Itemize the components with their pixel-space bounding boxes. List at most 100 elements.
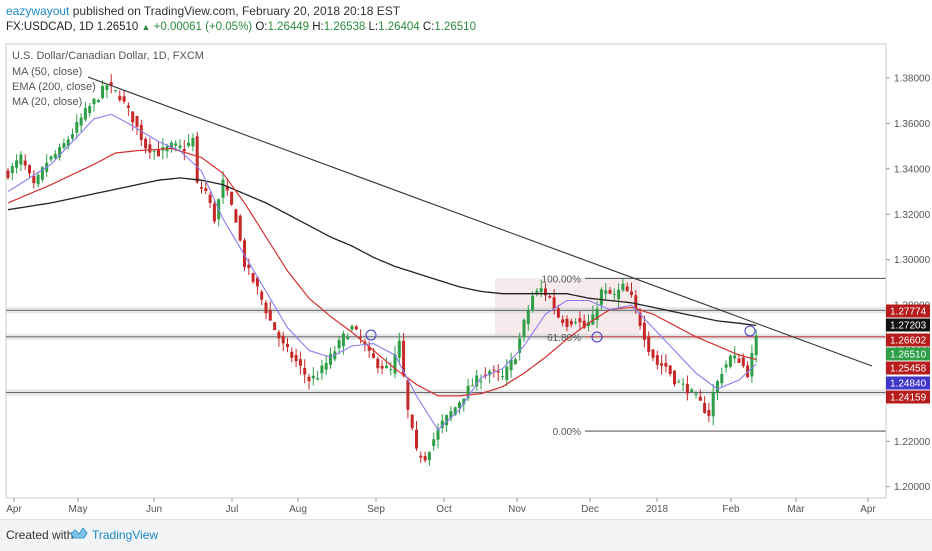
candle-body	[307, 376, 311, 382]
candle-body	[260, 291, 264, 300]
touch-markers	[365, 325, 756, 343]
low-value: 1.26404	[378, 21, 420, 33]
candle-body	[329, 353, 332, 365]
fib-level-label: 100.00%	[542, 274, 582, 285]
candle-body	[410, 414, 414, 429]
candle-body	[320, 365, 324, 374]
candle-body	[737, 358, 741, 363]
candle-body	[595, 308, 599, 320]
ma50-line	[7, 147, 757, 397]
candle-body	[552, 297, 556, 309]
candle-body	[621, 283, 625, 291]
trend-line[interactable]	[87, 76, 873, 367]
ema200-line	[7, 177, 757, 327]
chart-header: eazywayout published on TradingView.com,…	[0, 0, 932, 40]
high-value: 1.26538	[323, 21, 366, 33]
published-text: published on TradingView.com, February 2…	[72, 4, 401, 18]
ma20-line	[7, 113, 757, 431]
tradingview-cloud-icon	[70, 527, 88, 539]
author-link[interactable]: eazywayout	[6, 4, 70, 18]
price-tag-bg	[886, 318, 930, 332]
candle-body	[62, 143, 66, 148]
x-tick-label: Aug	[289, 504, 307, 515]
candle-body	[458, 402, 461, 409]
candle-body	[277, 332, 281, 339]
candle-body	[509, 359, 513, 371]
close-value: 1.26510	[434, 21, 476, 33]
tradingview-brand-link[interactable]: TradingView	[92, 528, 159, 542]
candle-body	[574, 322, 578, 324]
x-tick-label: Jun	[146, 504, 162, 515]
candle-body	[191, 138, 195, 147]
candle-body	[720, 373, 724, 384]
candle-body	[83, 108, 87, 120]
candle-body	[58, 146, 62, 158]
candle-body	[698, 396, 702, 401]
candle-body	[707, 410, 711, 416]
candle-body	[599, 289, 603, 305]
candle-body	[440, 420, 444, 428]
y-tick-label: 1.30000	[894, 255, 931, 266]
candle-body	[647, 337, 651, 352]
candle-body	[703, 402, 707, 413]
y-tick-label: 1.36000	[894, 119, 931, 130]
candle-body	[105, 85, 109, 90]
candle-body	[711, 392, 715, 417]
candle-body	[28, 165, 31, 174]
candle-body	[393, 354, 397, 374]
candle-body	[488, 371, 492, 376]
candle-body	[88, 106, 92, 114]
candle-body	[311, 375, 315, 379]
candle-body	[354, 326, 358, 330]
candle-body	[122, 96, 126, 102]
candle-body	[561, 319, 565, 323]
publish-line: eazywayout published on TradingView.com,…	[6, 4, 400, 18]
price-tag-bg	[886, 390, 930, 404]
price-tag-label: 1.24159	[890, 393, 927, 404]
candle-body	[625, 286, 629, 292]
candle-body	[273, 322, 277, 331]
low-label: L:	[368, 21, 379, 33]
candle-body	[642, 322, 646, 340]
candle-body	[634, 295, 638, 309]
last-price: 1.26510	[96, 21, 139, 33]
candle-body	[612, 293, 616, 295]
price-tag-bg	[886, 376, 930, 390]
candle-body	[221, 179, 225, 198]
candle-body	[419, 455, 423, 458]
candle-body	[96, 100, 100, 103]
fibonacci-retracement[interactable]: 100.00% 61.80% 0.00%	[542, 274, 886, 438]
price-axis[interactable]: 1.380001.360001.340001.320001.300001.280…	[885, 44, 931, 498]
candle-body	[505, 366, 509, 380]
candle-body	[346, 336, 350, 340]
x-tick-label: Nov	[508, 504, 526, 515]
candle-body	[522, 319, 526, 337]
price-chart[interactable]: 100.00% 61.80% 0.00% U.S. Dollar/Canadian …	[0, 40, 932, 519]
candle-body	[66, 139, 70, 147]
candle-body	[174, 143, 178, 146]
candle-body	[208, 194, 212, 203]
fib-level-label: 0.00%	[553, 427, 581, 438]
candle-body	[651, 349, 655, 358]
open-value: 1.26449	[267, 21, 310, 33]
x-tick-label: Oct	[436, 504, 452, 515]
candle-body	[397, 340, 401, 358]
legend: U.S. Dollar/Canadian Dollar, 1D, FXCM MA…	[12, 50, 204, 108]
candle-body	[591, 314, 595, 325]
candle-body	[40, 167, 44, 180]
candle-body	[251, 273, 255, 282]
candle-body	[449, 411, 453, 419]
candle-body	[152, 150, 156, 152]
time-axis[interactable]: Apr May Jun Jul Aug Sep Oct Nov Dec 2018 Feb Mar Apr	[6, 498, 876, 515]
candle-body	[402, 340, 406, 376]
candle-body	[479, 381, 483, 383]
price-tag-label: 1.27203	[890, 321, 927, 332]
candle-body	[109, 82, 113, 86]
price-tag-label: 1.27774	[890, 307, 927, 318]
candle-body	[157, 149, 160, 157]
candle-body	[604, 290, 608, 294]
ohlc-line: FX:USDCAD, 1D 1.26510 ▲ +0.00061 (+0.05%…	[6, 21, 476, 33]
candle-body	[101, 86, 105, 99]
footer: Created with TradingView	[0, 519, 932, 551]
candle-body	[71, 134, 74, 139]
